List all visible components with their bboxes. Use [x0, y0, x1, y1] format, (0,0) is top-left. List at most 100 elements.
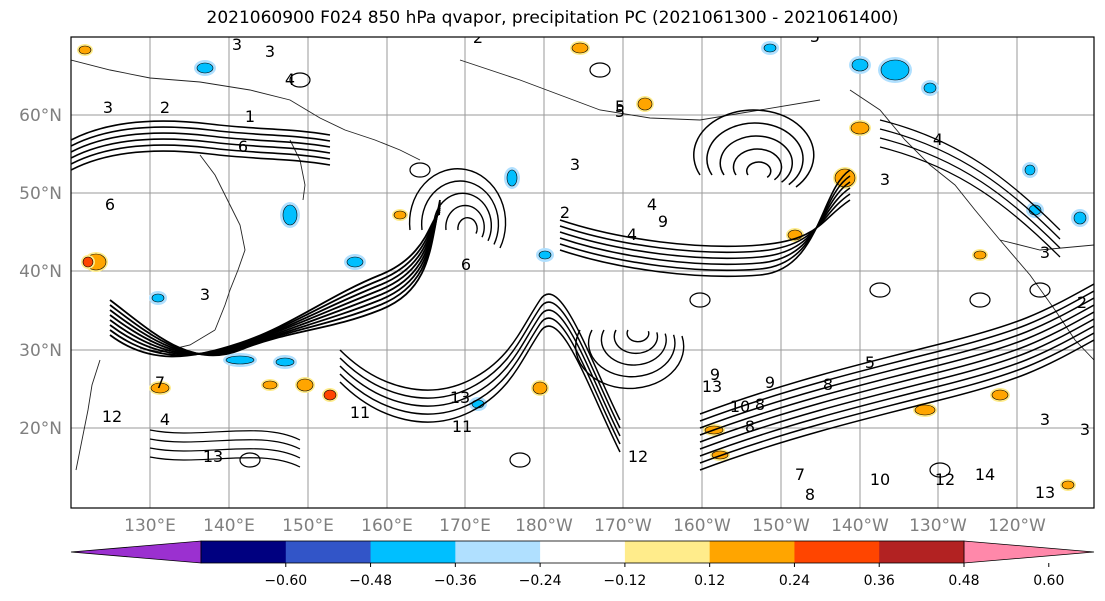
contour-line	[613, 329, 659, 355]
contour-line	[559, 181, 851, 266]
coastline	[71, 59, 421, 161]
contour-label: 3	[103, 98, 113, 117]
contour-label: 3	[200, 285, 210, 304]
contour-label: 7	[795, 465, 805, 484]
precip-cell	[1024, 164, 1036, 176]
precip-cell	[637, 97, 653, 111]
contour-line	[1029, 282, 1051, 298]
contour-line	[746, 161, 772, 179]
contour-line	[719, 135, 793, 183]
coastline	[999, 239, 1094, 251]
colorbar: −0.60 −0.48 −0.36 −0.24 −0.12 0.12 0.24 0.36 0.4…	[70, 540, 1095, 589]
contour-line	[289, 72, 311, 88]
contour-line	[559, 169, 851, 278]
contour-label: 4	[647, 195, 657, 214]
contour-line	[559, 199, 851, 248]
contour-line	[109, 199, 441, 357]
contour-label: 2	[1077, 293, 1087, 312]
colorbar-tick-label: −0.48	[349, 573, 392, 589]
colorbar-swatch	[540, 541, 626, 563]
colorbar-extend-high	[963, 540, 1095, 564]
contour-label: 1	[245, 107, 255, 126]
contour-label: 8	[823, 375, 833, 394]
contour-label: 14	[975, 465, 995, 484]
contour-line	[71, 150, 331, 171]
colorbar-tick-label: 0.60	[1033, 573, 1064, 589]
contour-line	[587, 329, 676, 378]
contour-label: 5	[810, 27, 820, 46]
contour-label: 5	[865, 353, 875, 372]
contour-line	[699, 332, 1094, 464]
lat-tick-label: 40°N	[19, 262, 62, 282]
contour-line	[626, 329, 650, 343]
contour-line	[408, 168, 507, 249]
colorbar-tick-label: 0.36	[864, 573, 895, 589]
contour-label: 5	[615, 97, 625, 116]
longitude-ticks: 130°E 140°E 150°E 160°E 170°E 180°W 170°W 160°W…	[124, 516, 1046, 536]
lon-tick-label: 150°W	[752, 516, 810, 536]
contour-line	[149, 456, 301, 468]
contour-label: 6	[238, 137, 248, 156]
coastline	[199, 154, 246, 271]
contour-line	[109, 213, 441, 358]
contour-line	[339, 309, 621, 437]
contour-label: 4	[160, 410, 170, 429]
coastlines	[71, 59, 1094, 471]
contour-label: 9	[658, 212, 668, 231]
colorbar-swatch	[794, 541, 880, 563]
colorbar-tick-label: −0.24	[519, 573, 562, 589]
contour-label: 6	[461, 255, 471, 274]
contour-line	[457, 217, 478, 234]
coastline	[289, 139, 306, 201]
colorbar-swatch	[879, 541, 965, 563]
colorbar-extend-low	[70, 540, 202, 564]
contour-line	[699, 304, 1094, 436]
contour-label: 3	[1040, 243, 1050, 262]
contour-line	[879, 128, 1061, 240]
coastline	[75, 359, 101, 471]
contour-label: 3	[880, 170, 890, 189]
colorbar-tick-label: 0.12	[694, 573, 725, 589]
contour-label: 8	[805, 485, 815, 504]
contour-line	[699, 339, 1094, 471]
lon-tick-label: 180°W	[515, 516, 573, 536]
colorbar-tick-label: 0.48	[948, 573, 979, 589]
lon-tick-label: 170°W	[594, 516, 652, 536]
contour-line	[409, 162, 431, 178]
lon-tick-label: 130°W	[909, 516, 967, 536]
contour-line	[71, 144, 331, 165]
colorbar-swatch	[285, 541, 372, 563]
contour-line	[339, 293, 621, 421]
colorbar-swatch	[624, 541, 711, 563]
contour-label: 13	[450, 388, 470, 407]
lat-tick-label: 60°N	[19, 106, 62, 126]
precip-cell	[151, 293, 165, 303]
contour-line	[420, 180, 500, 245]
lon-tick-label: 160°E	[361, 516, 413, 536]
lat-tick-label: 50°N	[19, 184, 62, 204]
lon-tick-label: 140°E	[203, 516, 255, 536]
precip-cell	[851, 58, 869, 72]
contour-line	[109, 211, 441, 356]
contour-line	[109, 207, 441, 355]
lat-tick-label: 20°N	[19, 419, 62, 439]
contour-label: 2	[473, 28, 483, 47]
precip-cell	[346, 256, 364, 268]
contour-line	[929, 462, 951, 478]
contour-label: 3	[1040, 410, 1050, 429]
contour-label: 3	[232, 35, 242, 54]
colorbar-tick-label: −0.60	[264, 573, 307, 589]
contour-line	[109, 205, 441, 355]
coastline	[214, 269, 239, 331]
colorbar-tick-label: −0.12	[603, 573, 646, 589]
contour-line	[699, 290, 1094, 422]
contour-line	[969, 292, 991, 308]
precip-cell	[150, 382, 170, 394]
precip-cell	[262, 380, 278, 390]
contour-line	[71, 138, 331, 159]
contour-label: 13	[1035, 483, 1055, 502]
contour-line	[879, 137, 1061, 249]
contour-line	[559, 175, 851, 272]
precip-cell	[880, 59, 910, 81]
